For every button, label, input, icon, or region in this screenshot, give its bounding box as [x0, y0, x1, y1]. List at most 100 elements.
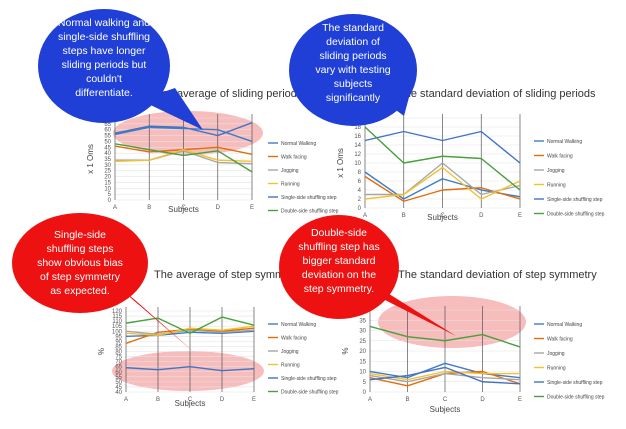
- x-tick-label: B: [156, 397, 160, 403]
- legend-label: Jogging: [281, 349, 299, 355]
- y-tick-label: 55: [115, 375, 122, 381]
- callout-text: bigger standard: [303, 255, 376, 267]
- series-line: [125, 329, 255, 335]
- y-tick-label: 45: [115, 385, 122, 391]
- callout-ellipse: [289, 14, 417, 126]
- highlight-ellipse: [112, 351, 264, 391]
- callout-text: significantly: [326, 92, 381, 104]
- x-axis-label: Subjects: [427, 213, 458, 222]
- series-line: [369, 366, 521, 385]
- legend-label: Double-side shuffling step: [547, 394, 605, 400]
- x-tick-label: E: [252, 397, 256, 403]
- chart-panel: 0510152025303540455055606570ABCDESubject…: [86, 88, 339, 214]
- callout-text: single-side shuffling: [58, 31, 150, 43]
- y-tick-label: 25: [359, 339, 366, 345]
- chart-title: The standard deviation of step symmetry: [398, 269, 597, 281]
- callout-text: vary with testing: [315, 64, 390, 76]
- y-tick-label: 90: [115, 339, 122, 345]
- callout-text: step symmetry.: [304, 283, 374, 295]
- y-tick-label: 115: [112, 314, 122, 320]
- callout-text: couldn't: [86, 73, 122, 85]
- y-tick-label: 4: [358, 188, 362, 194]
- legend-label: Normal Walking: [281, 141, 316, 147]
- x-tick-label: A: [124, 397, 128, 403]
- chart-title: The average of sliding periods: [155, 88, 303, 100]
- callout-text: of step symmetry: [40, 271, 121, 283]
- series-line: [125, 327, 255, 345]
- callout-text: sliding periods but: [62, 59, 147, 71]
- callout-text: Double-side: [311, 227, 367, 239]
- callout-text: shuffling step has: [298, 241, 380, 253]
- callout-bubble: The standard deviation of sliding periods v…: [289, 14, 417, 126]
- x-tick-label: E: [518, 213, 522, 219]
- callout-text: show obvious bias: [37, 257, 123, 269]
- callout-text: Normal walking and: [58, 17, 150, 29]
- series-line: [365, 162, 521, 196]
- y-tick-label: 15: [359, 359, 366, 365]
- x-tick-label: C: [443, 397, 448, 403]
- series-line: [125, 316, 255, 334]
- series-line: [369, 372, 521, 383]
- chart-panel: 02468101214161820ABCDESubjectsx 1 OmsThe…: [336, 88, 605, 222]
- y-tick-label: 105: [112, 324, 123, 330]
- y-tick-label: 15: [104, 180, 111, 186]
- y-tick-label: 60: [115, 370, 122, 376]
- legend-label: Running: [281, 362, 300, 368]
- x-tick-label: A: [363, 213, 367, 219]
- x-tick-label: C: [440, 213, 445, 219]
- x-tick-label: B: [147, 205, 151, 211]
- series-line: [114, 148, 253, 163]
- series-line: [364, 166, 521, 200]
- x-tick-label: B: [402, 213, 406, 219]
- y-tick-label: 30: [104, 163, 111, 169]
- y-tick-label: 65: [104, 122, 111, 128]
- legend-label: Single-side shuffling step: [547, 380, 603, 386]
- y-tick-label: 18: [354, 125, 361, 131]
- legend-label: Single-side shuffling step: [281, 195, 337, 201]
- y-tick-label: 45: [104, 145, 111, 151]
- x-axis-label: Subjects: [430, 405, 461, 414]
- x-tick-label: D: [479, 213, 484, 219]
- legend-label: Walk facing: [547, 153, 573, 159]
- callout-tail: [110, 280, 196, 354]
- y-tick-label: 35: [104, 157, 111, 163]
- y-tick-label: 110: [112, 319, 122, 325]
- callout-text: The standard: [322, 22, 384, 34]
- y-tick-label: 8: [358, 170, 362, 176]
- y-tick-label: 70: [115, 360, 122, 366]
- highlight-ellipse: [113, 111, 263, 155]
- y-tick-label: 95: [115, 334, 122, 340]
- y-tick-label: 20: [359, 349, 366, 355]
- x-tick-label: A: [368, 397, 372, 403]
- callout-text: subjects: [334, 78, 373, 90]
- legend-label: Jogging: [547, 351, 565, 357]
- legend-label: Walk facing: [281, 154, 307, 160]
- series-line: [369, 325, 521, 348]
- legend-label: Normal Walking: [281, 322, 316, 328]
- y-tick-label: 40: [115, 390, 122, 396]
- legend-label: Jogging: [281, 168, 299, 174]
- x-axis-label: Subjects: [175, 399, 206, 408]
- y-tick-label: 5: [108, 192, 112, 198]
- y-tick-label: 0: [108, 198, 112, 204]
- y-tick-label: 30: [359, 329, 366, 335]
- x-tick-label: E: [518, 397, 522, 403]
- callout-text: deviation on the: [302, 269, 376, 281]
- y-axis-label: x 1 Oms: [336, 148, 345, 178]
- series-line: [114, 126, 253, 143]
- y-tick-label: 100: [112, 329, 123, 335]
- y-axis-label: %: [341, 347, 350, 354]
- legend-label: Jogging: [547, 168, 565, 174]
- y-tick-label: 65: [115, 365, 122, 371]
- callout-bubble: Single-side shuffling steps show obvious b…: [12, 213, 196, 354]
- x-tick-label: D: [480, 397, 485, 403]
- x-tick-label: D: [216, 205, 221, 211]
- y-tick-label: 10: [104, 186, 111, 192]
- y-tick-label: 35: [359, 318, 366, 324]
- callout-bubble: Normal walking and single-side shuffling s…: [38, 9, 203, 130]
- y-tick-label: 85: [115, 344, 122, 350]
- legend-label: Double-side shuffling step: [547, 211, 605, 217]
- legend-label: Double-side shuffling step: [281, 389, 339, 395]
- y-axis-label: x 1 Oms: [86, 144, 95, 174]
